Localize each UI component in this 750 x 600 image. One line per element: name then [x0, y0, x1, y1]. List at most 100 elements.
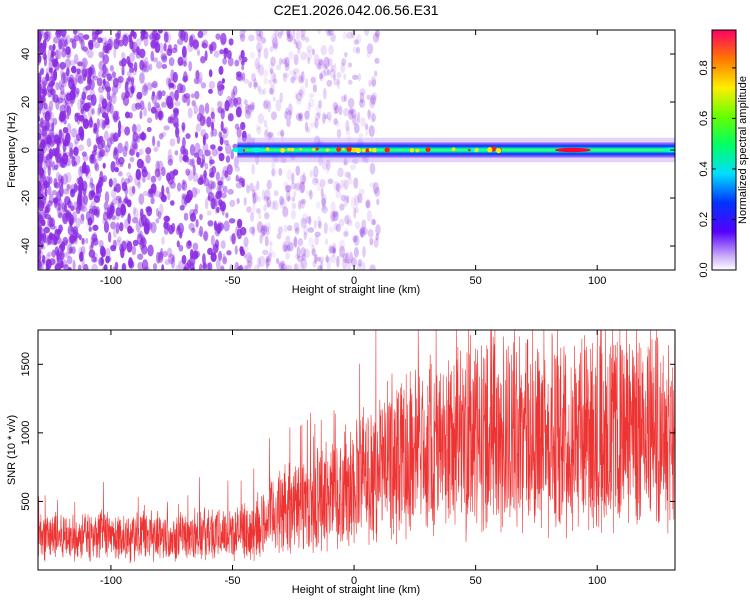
noise-blob: [66, 123, 72, 136]
noise-blob: [78, 36, 84, 43]
signal-hotspot: [361, 148, 366, 153]
noise-blob: [73, 161, 78, 167]
noise-blob: [60, 68, 64, 79]
noise-blob: [181, 45, 187, 58]
colorbar-tick-label: 0.8: [698, 60, 710, 75]
noise-blob: [297, 113, 302, 120]
noise-blob: [165, 77, 171, 87]
noise-blob: [346, 31, 353, 39]
noise-blob: [315, 178, 320, 184]
noise-blob: [208, 69, 213, 78]
noise-blob: [88, 39, 94, 48]
noise-blob: [336, 128, 342, 139]
noise-blob: [286, 169, 293, 181]
noise-blob: [269, 46, 274, 53]
colorbar: 0.0 0.2 0.4 0.6 0.8 Normalized spectral ampl…: [698, 29, 749, 278]
noise-blob: [251, 226, 256, 237]
noise-blob: [319, 260, 324, 270]
noise-blob: [321, 205, 328, 214]
signal-hotspot: [425, 147, 431, 153]
noise-blob: [104, 130, 109, 142]
noise-blob: [126, 171, 132, 178]
noise-blob: [299, 85, 306, 98]
noise-blob: [170, 69, 175, 82]
noise-blob: [223, 220, 230, 232]
noise-blob: [97, 141, 104, 150]
noise-blob: [174, 100, 181, 107]
noise-blob: [86, 137, 92, 148]
noise-blob: [354, 206, 359, 214]
colorbar-tick-label: 0.4: [698, 161, 710, 176]
noise-blob: [357, 111, 361, 124]
noise-blob: [282, 241, 289, 253]
noise-blob: [373, 238, 379, 248]
noise-blob: [328, 244, 333, 254]
noise-blob: [286, 117, 291, 128]
noise-blob: [58, 129, 63, 139]
noise-blob: [269, 83, 275, 96]
noise-blob: [117, 236, 122, 243]
noise-blob: [95, 209, 100, 217]
noise-blob: [127, 175, 133, 183]
noise-blob: [62, 212, 69, 225]
noise-blob: [372, 182, 379, 194]
noise-blob: [283, 224, 288, 233]
noise-blob: [194, 142, 201, 154]
noise-blob: [98, 176, 104, 188]
noise-blob: [67, 76, 73, 83]
noise-blob: [77, 144, 85, 152]
noise-blob: [51, 122, 55, 132]
noise-blob: [346, 195, 350, 204]
noise-blob: [161, 63, 168, 70]
noise-blob: [40, 117, 44, 128]
noise-blob: [263, 47, 269, 60]
noise-blob: [52, 36, 60, 44]
spectrogram-y-ticks: -40 -20 0 20 40: [20, 48, 675, 254]
noise-blob: [375, 224, 381, 236]
noise-blob: [280, 260, 286, 270]
noise-blob: [150, 221, 157, 234]
noise-blob: [41, 67, 45, 75]
noise-blob: [89, 177, 94, 186]
noise-blob: [145, 154, 151, 164]
noise-blob: [200, 56, 206, 64]
noise-blob: [89, 204, 94, 211]
noise-blob: [70, 128, 78, 138]
noise-blob: [89, 116, 93, 128]
noise-blob: [138, 193, 145, 205]
noise-blob: [242, 265, 249, 270]
noise-blob: [122, 145, 128, 158]
noise-blob: [296, 255, 304, 263]
noise-blob: [63, 239, 68, 247]
noise-blob: [344, 51, 348, 58]
noise-blob: [38, 114, 41, 123]
noise-blob: [356, 46, 361, 54]
colorbar-ticks: 0.0 0.2 0.4 0.6 0.8: [698, 60, 736, 278]
noise-blob: [353, 123, 360, 134]
noise-blob: [85, 167, 89, 177]
noise-blob: [227, 57, 234, 67]
signal-hotspot: [451, 147, 456, 152]
noise-blob: [44, 187, 48, 197]
snr-marks: [38, 330, 675, 564]
noise-blob: [173, 108, 179, 117]
noise-blob: [353, 247, 359, 258]
signal-band: [237, 142, 675, 158]
noise-blob: [282, 72, 290, 78]
noise-blob: [229, 199, 236, 208]
snr-y-ticks: 500 1000 1500: [20, 352, 675, 511]
signal-hotspot: [342, 147, 345, 151]
noise-blob: [364, 30, 370, 36]
noise-blob: [133, 61, 138, 72]
noise-blob: [163, 125, 170, 131]
noise-blob: [189, 208, 196, 218]
noise-blob: [216, 106, 221, 113]
noise-blob: [161, 90, 166, 97]
snr-y-tick-label: 500: [20, 492, 32, 510]
noise-blob: [286, 30, 292, 39]
noise-blob: [133, 207, 139, 220]
noise-blob: [249, 51, 255, 59]
noise-blob: [192, 39, 199, 49]
noise-blob: [118, 156, 125, 165]
noise-blob: [77, 61, 83, 67]
